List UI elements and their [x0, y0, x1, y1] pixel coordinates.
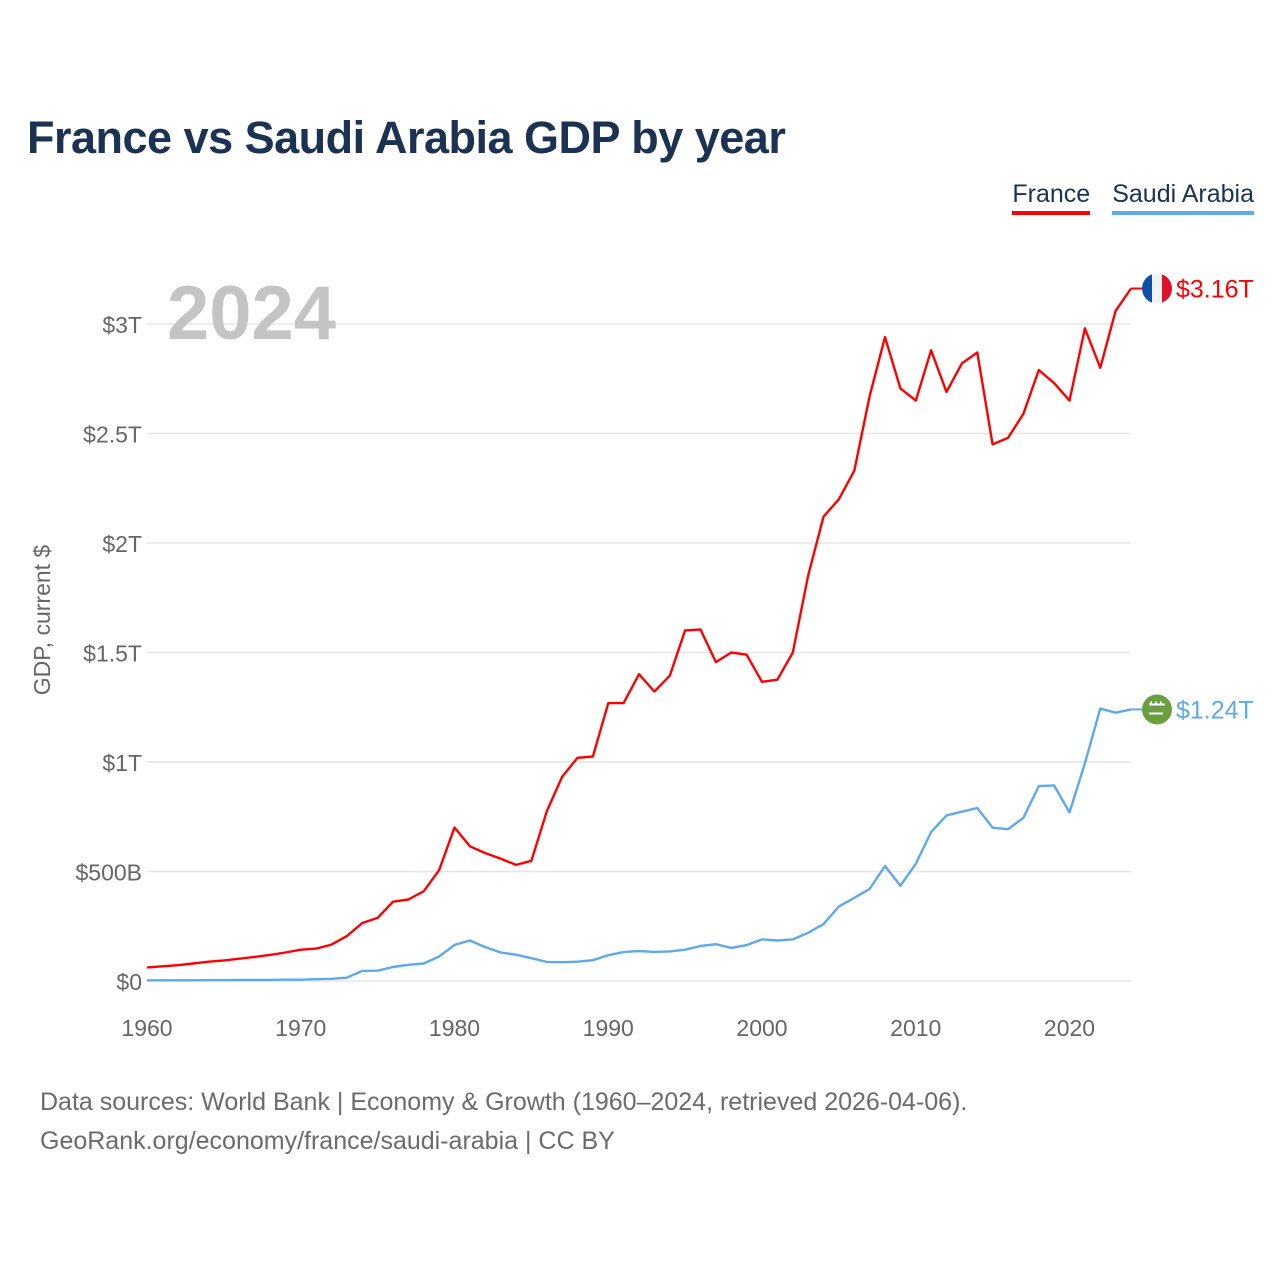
y-axis-ticks: $0 $500B $1T $1.5T $2T $2.5T $3T: [75, 312, 142, 995]
legend-item-france[interactable]: France: [1012, 180, 1091, 215]
x-tick-label: 2010: [890, 1015, 941, 1041]
x-tick-label: 1970: [275, 1015, 326, 1041]
x-tick-label: 2020: [1044, 1015, 1095, 1041]
end-value-label: $3.16T: [1176, 276, 1254, 304]
series-line-france: [146, 287, 1132, 969]
end-markers: $3.16T $1.24T: [1131, 273, 1254, 725]
footer: Data sources: World Bank | Economy & Gro…: [40, 1083, 967, 1161]
legend: France Saudi Arabia: [1012, 180, 1254, 215]
footer-link[interactable]: GeoRank.org/economy/france/saudi-arabia …: [40, 1127, 615, 1155]
x-tick-label: 1960: [121, 1015, 172, 1041]
end-value-label: $1.24T: [1176, 696, 1254, 724]
y-tick-label: $0: [116, 969, 142, 995]
x-tick-label: 2000: [736, 1015, 787, 1041]
france-flag-icon: [1142, 273, 1172, 304]
y-tick-label: $2.5T: [83, 422, 142, 448]
x-axis-ticks: 1960 1970 1980 1990 2000 2010 2020: [121, 1015, 1095, 1041]
y-tick-label: $2T: [102, 531, 142, 557]
year-watermark: 2024: [167, 271, 336, 356]
legend-item-saudi-arabia[interactable]: Saudi Arabia: [1112, 180, 1254, 215]
y-axis-label: GDP, current $: [29, 545, 55, 696]
y-tick-label: $1.5T: [83, 641, 142, 667]
chart-title: France vs Saudi Arabia GDP by year: [27, 112, 786, 163]
footer-sources: Data sources: World Bank | Economy & Gro…: [40, 1088, 968, 1116]
y-tick-label: $500B: [75, 860, 142, 886]
gridlines: [147, 323, 1131, 982]
y-tick-label: $1T: [102, 750, 142, 776]
y-tick-label: $3T: [102, 312, 142, 338]
series-lines: [146, 287, 1132, 982]
x-tick-label: 1980: [429, 1015, 480, 1041]
series-line-saudi-arabia: [147, 707, 1132, 982]
x-tick-label: 1990: [583, 1015, 634, 1041]
saudi-arabia-flag-icon: [1142, 694, 1172, 725]
